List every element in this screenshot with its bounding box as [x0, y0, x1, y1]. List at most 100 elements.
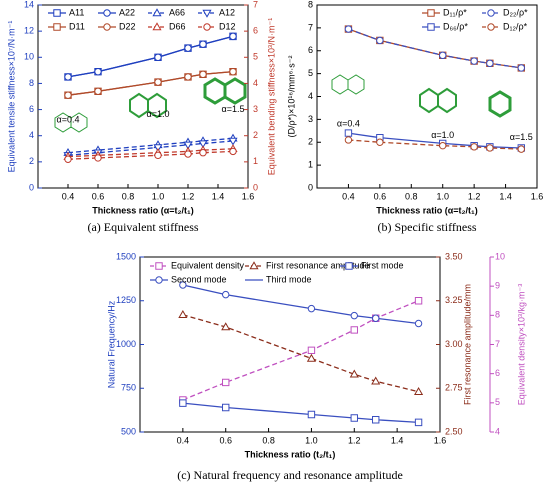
- y-tick-label: 1250: [116, 295, 136, 305]
- x-tick-label: 0.8: [262, 435, 275, 445]
- x-axis-label: Thickness ratio (α=t₂/t₁): [92, 205, 194, 215]
- series-line: [67, 150, 234, 160]
- y3-axis-label: Equivalent density×10³/kg·m⁻³: [516, 284, 526, 406]
- x-tick-label: 1.0: [305, 435, 318, 445]
- y2-tick-label: 3.00: [445, 339, 463, 349]
- marker: [439, 51, 447, 59]
- x-tick-label: 0.4: [177, 435, 190, 445]
- marker: [179, 399, 187, 407]
- y2-tick-label: 2: [253, 130, 258, 140]
- y3-tick-label: 9: [495, 281, 500, 291]
- marker: [486, 144, 494, 152]
- legend-marker: [427, 23, 435, 31]
- legend-label: D11: [69, 21, 85, 31]
- y-tick-label: 3: [308, 114, 313, 124]
- legend-label: D₆₆/ρ*: [443, 21, 468, 31]
- marker: [414, 418, 423, 427]
- x-tick-label: 0.6: [219, 435, 232, 445]
- y3-tick-label: 6: [495, 368, 500, 378]
- y3-tick-label: 4: [495, 426, 500, 436]
- marker: [154, 53, 162, 61]
- x-tick-label: 1.0: [436, 191, 449, 201]
- caption: (a) Equivalent stiffness: [87, 220, 198, 234]
- marker: [350, 326, 358, 334]
- marker: [199, 70, 207, 78]
- marker: [94, 87, 102, 95]
- x-tick-label: 0.6: [92, 191, 105, 201]
- marker: [349, 369, 359, 378]
- y-tick-label: 0: [308, 182, 313, 192]
- series-line: [182, 300, 419, 401]
- marker: [222, 378, 230, 387]
- x-tick-label: 1.4: [212, 191, 225, 201]
- legend-label: A11: [69, 7, 84, 17]
- marker: [94, 68, 102, 76]
- x-tick-label: 0.8: [122, 191, 135, 201]
- y2-tick-label: 5: [253, 52, 258, 62]
- y3-tick-label: 10: [495, 251, 505, 261]
- annotation: α=1.5: [222, 104, 245, 114]
- legend-label: Second mode: [171, 274, 227, 284]
- y-tick-label: 10: [24, 52, 34, 62]
- y-axis-label: Equivalent tensile stiffness×10⁷/N·m⁻¹: [6, 21, 16, 173]
- y-tick-label: 12: [24, 26, 34, 36]
- marker: [229, 32, 237, 40]
- marker: [222, 403, 230, 412]
- y-tick-label: 4: [29, 130, 34, 140]
- marker: [414, 297, 423, 305]
- marker: [64, 155, 72, 163]
- y2-axis-label: Equivalent bending stiffness×10³/N·m⁻¹: [266, 18, 276, 175]
- y-tick-label: 2: [308, 137, 313, 147]
- legend-label: D22: [119, 21, 136, 31]
- y-tick-label: 5: [308, 68, 313, 78]
- marker: [154, 151, 162, 159]
- series-line: [182, 402, 419, 424]
- y2-tick-label: 2.75: [445, 383, 463, 393]
- marker: [229, 147, 237, 156]
- legend-label: A22: [119, 7, 135, 17]
- x-tick-label: 0.4: [62, 191, 75, 201]
- legend-marker: [155, 276, 163, 284]
- x-tick-label: 1.2: [348, 435, 361, 445]
- caption: (c) Natural frequency and resonance ampl…: [177, 468, 403, 482]
- y2-tick-label: 3: [253, 104, 258, 114]
- legend-marker: [202, 9, 212, 18]
- series-line: [182, 284, 419, 325]
- legend-label: D66: [169, 21, 186, 31]
- annotation: α=0.4: [57, 114, 80, 124]
- y-tick-label: 2: [29, 156, 34, 166]
- marker: [228, 137, 238, 146]
- y3-tick-label: 7: [495, 339, 500, 349]
- marker: [184, 73, 192, 81]
- legend-label: D₁₁/ρ*: [443, 7, 467, 17]
- marker: [350, 414, 358, 422]
- legend-label: First mode: [361, 260, 404, 270]
- y3-tick-label: 5: [495, 397, 500, 407]
- series-line: [67, 71, 234, 96]
- y2-axis-label: First resonance amplitude/mm: [462, 284, 472, 405]
- y-tick-label: 0: [29, 182, 34, 192]
- x-tick-label: 1.2: [468, 191, 481, 201]
- marker: [350, 312, 358, 320]
- marker: [470, 57, 478, 65]
- marker: [344, 136, 353, 144]
- legend-marker: [103, 9, 111, 17]
- y-tick-label: 1000: [116, 339, 136, 349]
- marker: [306, 353, 316, 362]
- marker: [376, 138, 384, 146]
- marker: [307, 346, 316, 355]
- marker: [229, 68, 237, 76]
- y-axis-label: (D/ρ*)×10¹⁶/mm⁶·s⁻²: [286, 55, 296, 137]
- y3-tick-label: 8: [495, 310, 500, 320]
- marker: [344, 25, 353, 33]
- legend-marker: [152, 8, 162, 17]
- marker: [183, 141, 193, 150]
- y-tick-label: 1: [308, 160, 313, 170]
- marker: [154, 78, 162, 86]
- marker: [178, 310, 188, 318]
- legend-label: A66: [169, 7, 185, 17]
- x-tick-label: 0.4: [342, 191, 355, 201]
- y-tick-label: 8: [308, 0, 313, 9]
- marker: [439, 142, 447, 150]
- legend-marker: [203, 23, 211, 31]
